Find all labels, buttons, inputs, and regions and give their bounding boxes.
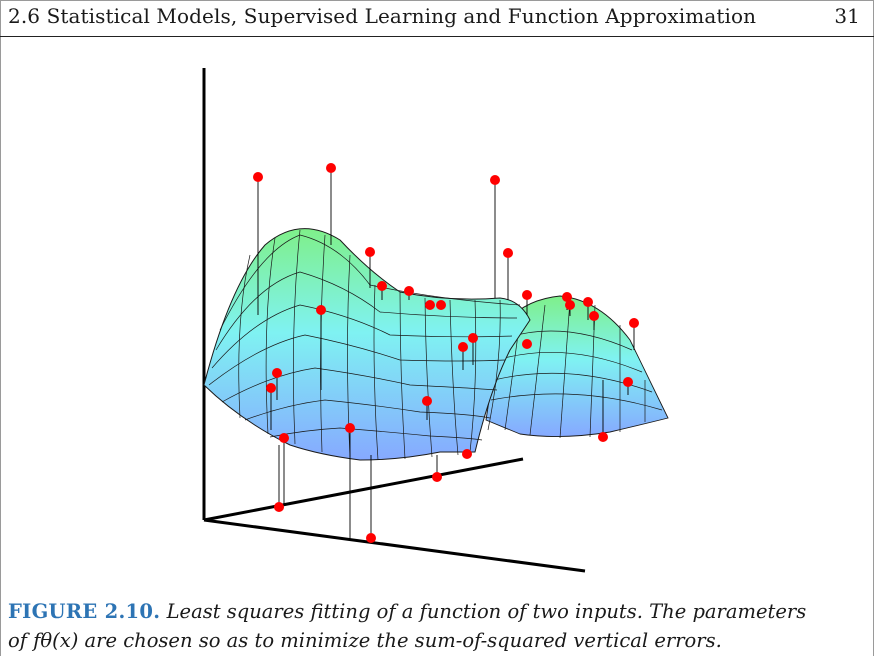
data-point [629,318,639,328]
data-point [365,247,375,257]
data-point [266,383,276,393]
data-point [565,300,575,310]
data-point [345,423,355,433]
surface-front [203,228,531,461]
data-point [274,502,284,512]
y-axis [203,457,524,522]
data-point [425,300,435,310]
data-point [598,432,608,442]
data-point [366,533,376,543]
data-point [422,396,432,406]
data-point [589,311,599,321]
data-point [462,449,472,459]
data-point [522,290,532,300]
data-point [458,342,468,352]
data-point [522,339,532,349]
data-point [436,300,446,310]
caption-line-2: of fθ(x) are chosen so as to minimize th… [8,629,722,652]
figure-label: FIGURE 2.10. [8,600,161,623]
data-point [279,433,289,443]
data-point [253,172,263,182]
data-point [503,248,513,258]
data-point [583,297,593,307]
data-point [272,368,282,378]
data-point [404,286,414,296]
header-rule [0,36,874,37]
page-number: 31 [834,4,860,28]
data-point [316,305,326,315]
surface-back-lobe [485,295,669,439]
data-point [562,292,572,302]
data-point [490,175,500,185]
data-point [432,472,442,482]
figure-3d-surface [0,40,874,590]
x-axis [203,518,586,573]
section-title: 2.6 Statistical Models, Supervised Learn… [8,4,757,28]
data-point [623,377,633,387]
data-point [326,163,336,173]
data-point [468,333,478,343]
surface-plot [202,68,669,573]
figure-caption: FIGURE 2.10. Least squares fitting of a … [8,597,868,655]
running-header: 2.6 Statistical Models, Supervised Learn… [8,4,864,32]
data-point [377,281,387,291]
caption-line-1: Least squares fitting of a function of t… [166,600,807,623]
